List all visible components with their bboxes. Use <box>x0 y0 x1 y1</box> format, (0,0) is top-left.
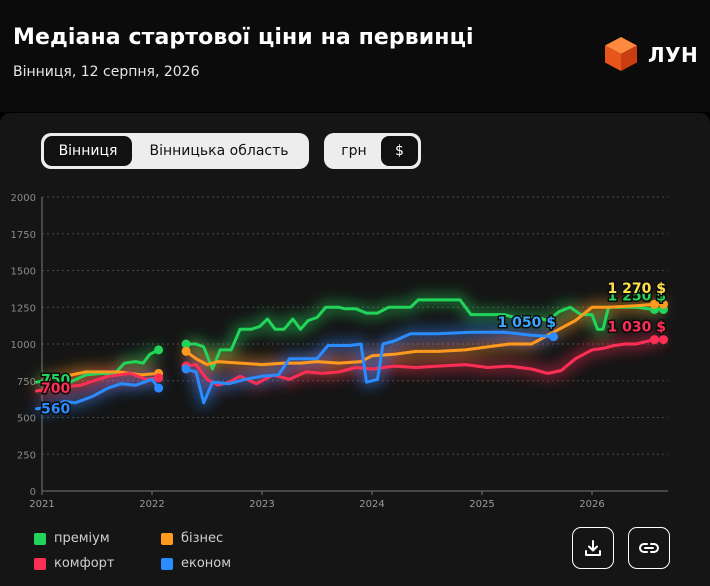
y-tick-label: 2000 <box>11 193 36 204</box>
legend-label-business: бізнес <box>181 531 224 546</box>
x-tick-label: 2023 <box>249 499 274 510</box>
download-button[interactable] <box>572 527 614 569</box>
header: Медіана стартової ціни на первинці Вінни… <box>0 0 710 112</box>
legend-label-premium: преміум <box>54 531 110 546</box>
series-endpoint-dot <box>650 299 659 309</box>
currency-switcher: грн $ <box>324 133 421 169</box>
series-line <box>184 298 665 371</box>
legend-item-comfort[interactable]: комфорт <box>34 556 115 571</box>
legend-swatch-business <box>161 532 173 545</box>
download-icon <box>585 540 601 556</box>
y-tick-label: 1500 <box>11 267 36 278</box>
legend-swatch-comfort <box>34 557 46 570</box>
series-line <box>35 377 161 411</box>
y-tick-label: 1000 <box>11 340 36 351</box>
start-value-label: 750 <box>41 372 70 388</box>
series-line <box>184 338 665 387</box>
y-tick-label: 1250 <box>11 303 36 314</box>
legend-item-premium[interactable]: преміум <box>34 531 110 546</box>
end-value-label: 1 030 $ <box>608 319 666 335</box>
legend-label-economy: економ <box>181 556 232 571</box>
end-value-label: 1 270 $ <box>608 281 666 297</box>
series-line <box>184 302 665 367</box>
chart-legend: преміум бізнес комфорт економ <box>34 529 294 575</box>
series-endpoint-dot <box>154 345 164 355</box>
y-tick-label: 0 <box>30 487 36 498</box>
cube-logo-icon <box>605 37 637 71</box>
x-tick-label: 2026 <box>579 499 604 510</box>
series-endpoint-dot <box>549 332 558 342</box>
tab-vinnytsia[interactable]: Вінниця <box>44 136 132 166</box>
end-value-label: 1 050 $ <box>498 315 556 331</box>
link-icon <box>639 543 659 553</box>
tab-vinnytsia-oblast[interactable]: Вінницька область <box>149 143 289 159</box>
series-endpoint-dot <box>659 299 668 309</box>
series-endpoint-dot <box>659 335 668 345</box>
series-startpoint-dot <box>181 339 191 349</box>
series-endpoint-dot <box>650 335 659 345</box>
series-startpoint-dot <box>181 346 191 356</box>
y-tick-label: 250 <box>17 450 36 461</box>
series-line <box>184 330 555 405</box>
y-tick-label: 500 <box>17 414 36 425</box>
page-title: Медіана стартової ціни на первинці <box>13 25 474 50</box>
series-startpoint-dot <box>181 364 191 374</box>
legend-swatch-premium <box>34 532 46 545</box>
legend-item-economy[interactable]: економ <box>161 556 231 571</box>
start-value-label: 560 <box>41 402 70 418</box>
copy-link-button[interactable] <box>628 527 670 569</box>
page-subtitle: Вінниця, 12 серпня, 2026 <box>13 64 200 80</box>
series-endpoint-dot <box>154 373 164 383</box>
x-tick-label: 2022 <box>139 499 164 510</box>
y-tick-label: 1750 <box>11 230 36 241</box>
tab-currency-uah[interactable]: грн <box>341 143 367 159</box>
x-tick-label: 2021 <box>29 499 54 510</box>
tab-currency-usd[interactable]: $ <box>381 136 418 166</box>
x-tick-label: 2024 <box>359 499 384 510</box>
price-line-chart: 0 250 500 750 1000 1250 1500 1750 2000 2021 2022 20… <box>11 193 668 510</box>
series-line <box>49 370 161 381</box>
legend-item-business[interactable]: бізнес <box>161 531 223 546</box>
y-tick-label: 750 <box>17 377 36 388</box>
legend-swatch-economy <box>161 557 173 570</box>
end-value-label: 1 250 $ <box>608 288 666 304</box>
x-tick-label: 2025 <box>469 499 494 510</box>
brand-logo-text: ЛУН <box>648 43 699 67</box>
region-switcher: Вінниця Вінницька область <box>41 133 309 169</box>
start-value-label: 700 <box>41 381 70 397</box>
brand-logo[interactable]: ЛУН <box>604 36 699 72</box>
legend-label-comfort: комфорт <box>54 556 115 571</box>
series-line <box>35 371 161 393</box>
series-endpoint-dot <box>154 383 164 393</box>
